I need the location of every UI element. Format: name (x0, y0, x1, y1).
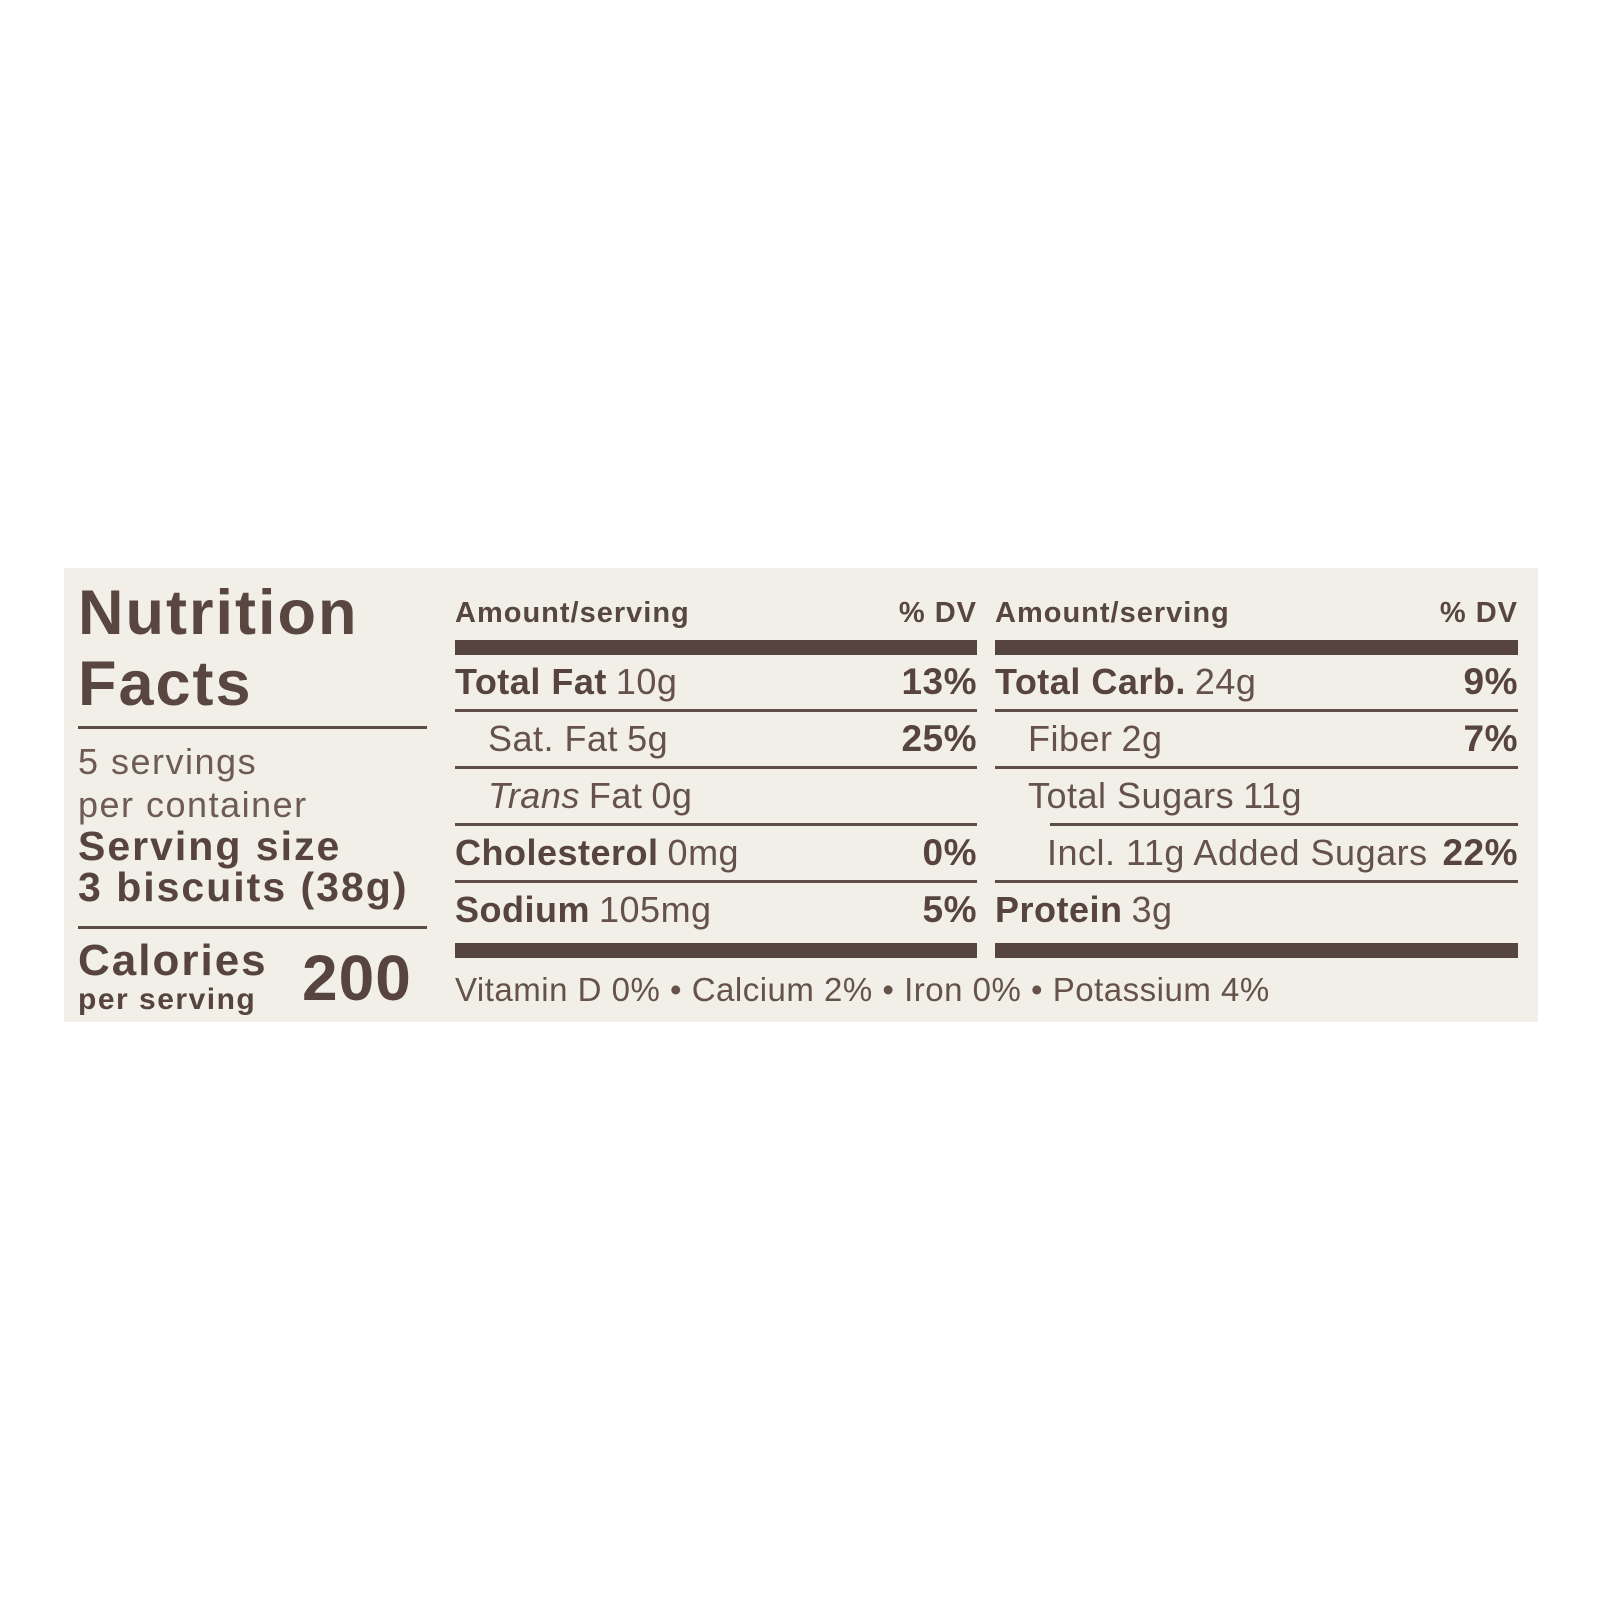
hairline-indented (1050, 823, 1518, 826)
nutrient-dv: 13% (901, 661, 977, 702)
calories-value: 200 (302, 942, 412, 1014)
nutrient-amount: 11g (1243, 775, 1303, 816)
calories-sublabel: per serving (78, 983, 257, 1016)
nutrient-amount: 3g (1131, 889, 1173, 930)
hairline (455, 766, 977, 769)
thick-bar-bottom (995, 943, 1518, 958)
nutrient-name: Protein (995, 889, 1123, 930)
row-trans-fat: Trans Fat 0g (455, 769, 977, 823)
percent-dv-header: % DV (898, 597, 977, 629)
nutrient-dv: 0% (922, 832, 977, 873)
nutrient-dv: 7% (1463, 718, 1518, 759)
nutrient-rows: Total Fat 10g 13% Sat. Fat 5g 25% Trans … (455, 655, 977, 937)
hairline (455, 823, 977, 826)
column-header: Amount/serving % DV (455, 598, 977, 628)
hairline (995, 880, 1518, 883)
row-total-carb: Total Carb. 24g 9% (995, 655, 1518, 709)
nutrition-facts-label: Nutrition Facts 5 servings per container… (64, 568, 1538, 1022)
nutrient-amount: 0g (651, 775, 693, 816)
thick-bar-bottom (455, 943, 977, 958)
divider-above-calories (78, 926, 427, 929)
nutrient-name: Fiber (1028, 718, 1113, 759)
label-title-line2: Facts (78, 649, 253, 719)
calories-label: Calories (78, 936, 268, 985)
percent-dv-header: % DV (1439, 597, 1518, 629)
nutrient-amount: 24g (1194, 661, 1257, 702)
row-cholesterol: Cholesterol 0mg 0% (455, 826, 977, 880)
serving-size-label: Serving size (78, 823, 342, 869)
hairline (995, 709, 1518, 712)
nutrient-amount: 2g (1121, 718, 1163, 759)
row-total-fat: Total Fat 10g 13% (455, 655, 977, 709)
row-fiber: Fiber 2g 7% (995, 712, 1518, 766)
nutrient-name: Cholesterol (455, 832, 659, 873)
amount-per-serving-header: Amount/serving (995, 597, 1230, 629)
nutrient-amount: 5g (627, 718, 669, 759)
nutrient-amount: 105mg (599, 889, 712, 930)
amount-per-serving-header: Amount/serving (455, 597, 690, 629)
nutrient-name: Incl. 11g Added Sugars (1047, 832, 1428, 873)
nutrient-name: Total Sugars (1028, 775, 1235, 816)
thick-bar-top (455, 640, 977, 655)
nutrient-name-italic: Trans (488, 775, 580, 816)
nutrient-name: Total Carb. (995, 661, 1186, 702)
nutrient-rows: Total Carb. 24g 9% Fiber 2g 7% Total Sug… (995, 655, 1518, 937)
row-sodium: Sodium 105mg 5% (455, 883, 977, 937)
nutrient-dv: 25% (901, 718, 977, 759)
label-title: Nutrition Facts (78, 578, 358, 720)
servings-unit: per container (78, 784, 308, 825)
nutrient-column-left: Amount/serving % DV Total Fat 10g 13% Sa… (455, 568, 977, 1022)
nutrient-amount: 0mg (667, 832, 740, 873)
divider-under-title (78, 726, 427, 729)
column-header: Amount/serving % DV (995, 598, 1518, 628)
row-added-sugars: Incl. 11g Added Sugars 22% (995, 826, 1518, 880)
serving-size-value: 3 biscuits (38g) (78, 864, 409, 910)
nutrient-dv: 9% (1463, 661, 1518, 702)
nutrient-dv: 22% (1442, 832, 1518, 873)
nutrient-name: Total Fat (455, 661, 607, 702)
row-total-sugars: Total Sugars 11g (995, 769, 1518, 823)
nutrient-dv: 5% (922, 889, 977, 930)
row-sat-fat: Sat. Fat 5g 25% (455, 712, 977, 766)
micronutrients-line: Vitamin D 0% • Calcium 2% • Iron 0% • Po… (455, 971, 1270, 1008)
nutrient-name: Sodium (455, 889, 590, 930)
hairline (995, 766, 1518, 769)
label-title-line1: Nutrition (78, 578, 359, 648)
thick-bar-top (995, 640, 1518, 655)
row-protein: Protein 3g (995, 883, 1518, 937)
servings-count: 5 servings (78, 741, 258, 782)
hairline (455, 709, 977, 712)
calories-block: Calories per serving (78, 938, 268, 1016)
hairline (455, 880, 977, 883)
nutrient-name: Fat (588, 775, 643, 816)
nutrient-column-right: Amount/serving % DV Total Carb. 24g 9% F… (995, 568, 1518, 1022)
servings-per-container: 5 servings per container (78, 740, 308, 826)
nutrient-amount: 10g (615, 661, 678, 702)
serving-size: Serving size 3 biscuits (38g) (78, 826, 408, 908)
nutrient-name: Sat. Fat (488, 718, 619, 759)
